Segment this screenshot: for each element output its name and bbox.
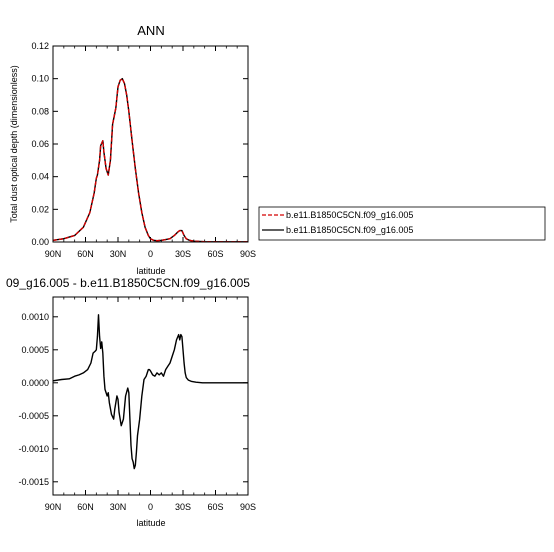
top-y-tick-label: 0.10 xyxy=(31,74,49,84)
bottom-x-tick-label: 0 xyxy=(148,502,153,512)
top-plot-frame xyxy=(52,45,249,243)
bottom-x-tick-label: 30N xyxy=(110,502,127,512)
top-x-tick-label: 90N xyxy=(45,249,62,259)
top-y-tick-label: 0.02 xyxy=(31,204,49,214)
bottom-y-tick-label: 0.0005 xyxy=(21,345,49,355)
top-x-tick-label: 60N xyxy=(77,249,94,259)
bottom-y-tick-label: 0.0010 xyxy=(21,312,49,322)
bottom-x-axis-label: latitude xyxy=(136,518,165,528)
top-x-tick-label: 30N xyxy=(110,249,127,259)
top-x-tick-label: 0 xyxy=(148,249,153,259)
top-x-tick-label: 60S xyxy=(207,249,223,259)
top-y-tick-label: 0.08 xyxy=(31,106,49,116)
bottom-y-tick-label: -0.0005 xyxy=(18,411,49,421)
legend-box xyxy=(258,206,546,241)
top-series-line-1 xyxy=(52,77,248,243)
bottom-x-tick-label: 90S xyxy=(240,502,256,512)
bottom-y-tick-label: -0.0015 xyxy=(18,477,49,487)
top-y-tick-label: 0.04 xyxy=(31,172,49,182)
legend-label-series-2: b.e11.B1850C5CN.f09_g16.005 xyxy=(286,225,413,235)
legend: b.e11.B1850C5CN.f09_g16.005 b.e11.B1850C… xyxy=(258,206,546,241)
top-panel: ANN Total dust optical depth (dimensionl… xyxy=(9,23,256,276)
top-y-tick-label: 0.06 xyxy=(31,139,49,149)
top-y-tick-label: 0.00 xyxy=(31,237,49,247)
top-chart-title: ANN xyxy=(137,23,164,38)
bottom-x-tick-label: 30S xyxy=(175,502,191,512)
bottom-x-tick-label: 60S xyxy=(207,502,223,512)
top-y-tick-label: 0.12 xyxy=(31,41,49,51)
top-x-axis-label: latitude xyxy=(136,266,165,276)
bottom-series-line-1 xyxy=(52,314,248,470)
bottom-y-tick-label: 0.0000 xyxy=(21,378,49,388)
bottom-panel: 09_g16.005 - b.e11.B1850C5CN.f09_g16.005… xyxy=(6,276,256,528)
top-x-tick-label: 30S xyxy=(175,249,191,259)
bottom-y-tick-label: -0.0010 xyxy=(18,444,49,454)
bottom-plot-frame xyxy=(52,296,249,496)
bottom-x-tick-label: 90N xyxy=(45,502,62,512)
legend-label-series-1: b.e11.B1850C5CN.f09_g16.005 xyxy=(286,210,413,220)
top-x-tick-label: 90S xyxy=(240,249,256,259)
top-y-axis-label: Total dust optical depth (dimensionless) xyxy=(9,65,19,223)
bottom-x-tick-label: 60N xyxy=(77,502,94,512)
bottom-chart-title: 09_g16.005 - b.e11.B1850C5CN.f09_g16.005 xyxy=(6,276,250,290)
top-series-line-2 xyxy=(52,77,248,243)
